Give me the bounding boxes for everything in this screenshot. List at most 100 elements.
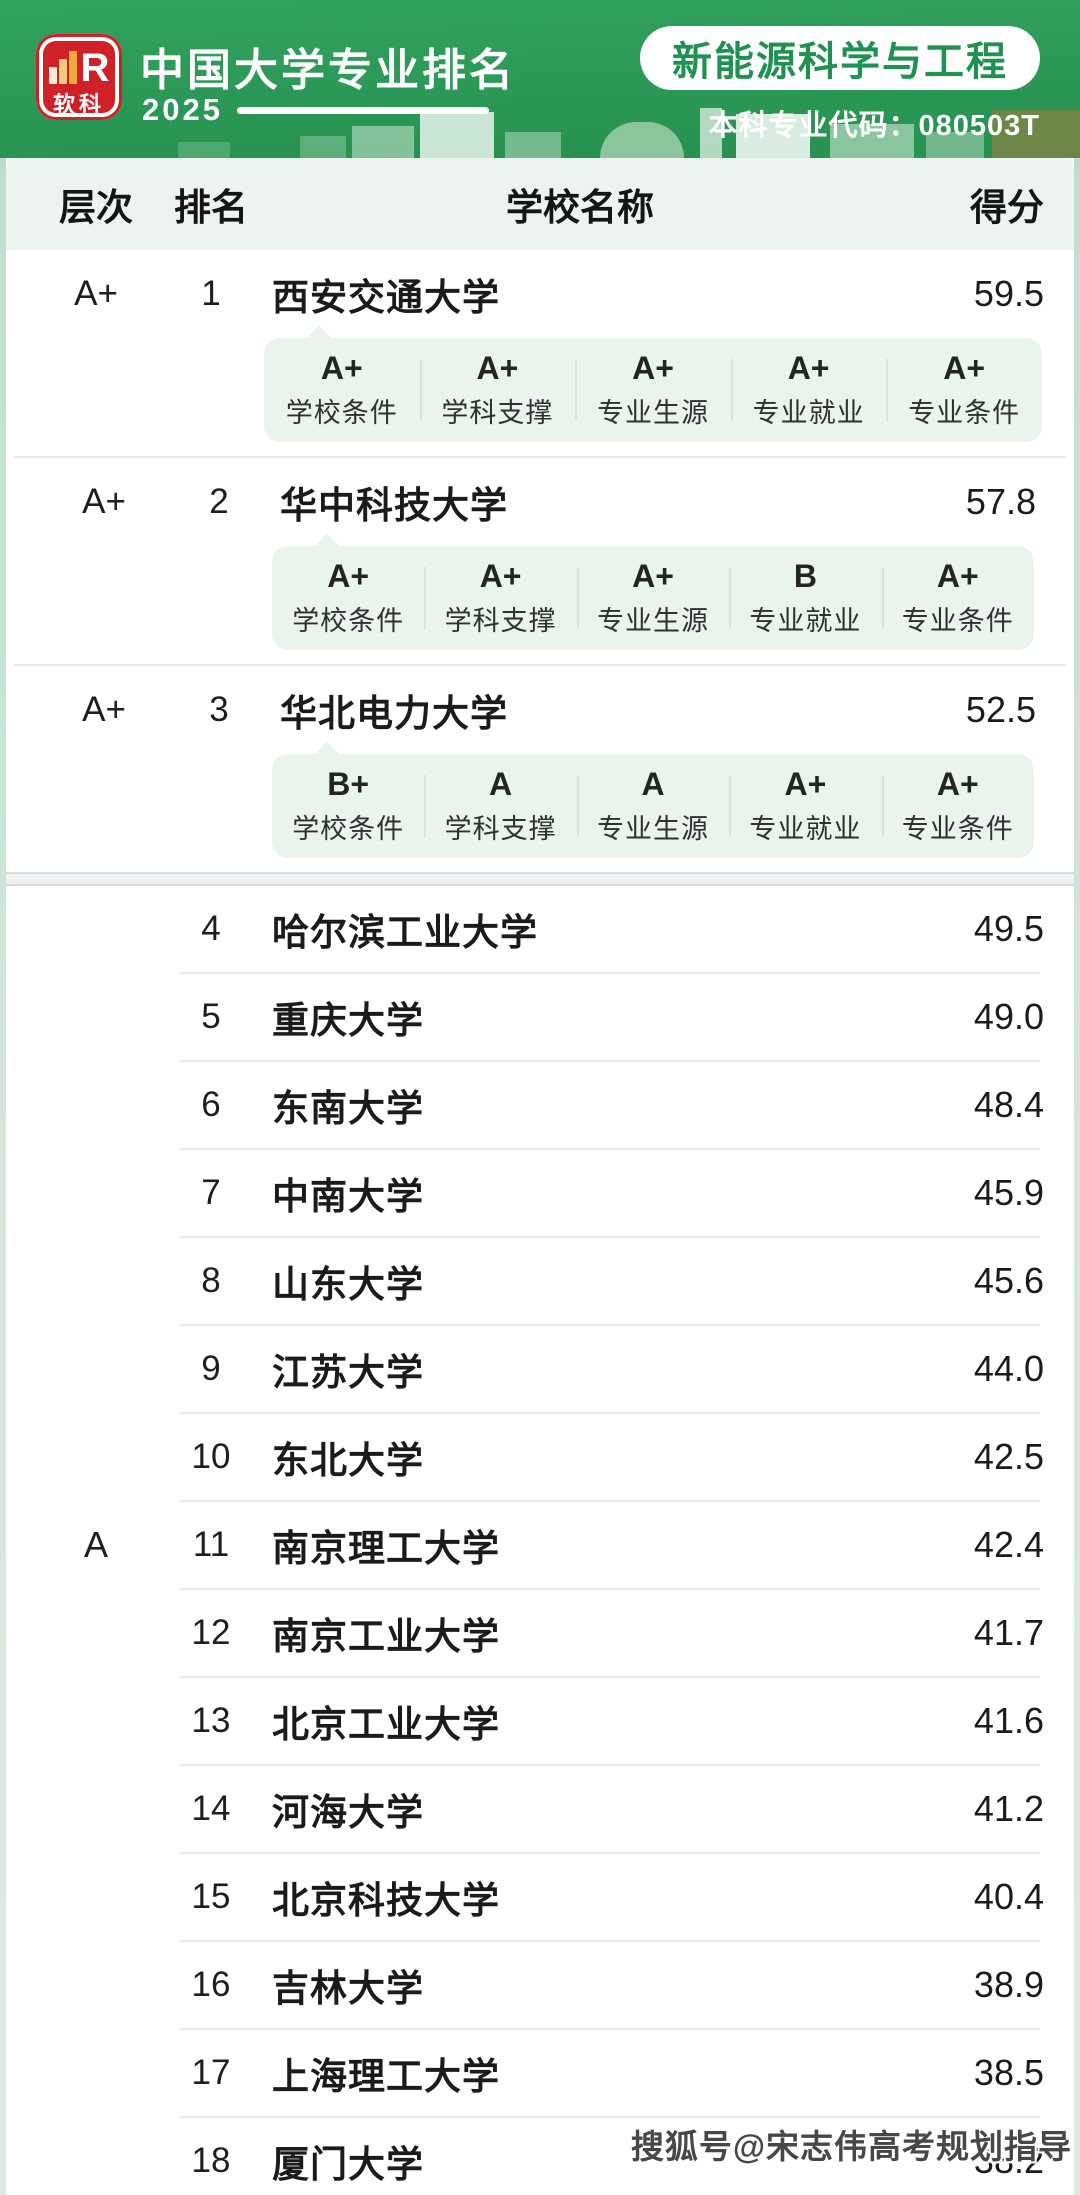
metric-cell: A+ 学校条件 <box>264 338 420 442</box>
column-header-school: 学校名称 <box>506 187 654 228</box>
table-row: 12 南京工业大学 41.7 <box>6 1590 1074 1676</box>
metric-cell: A+ 专业就业 <box>729 754 881 858</box>
school-name-cell: 山东大学 <box>272 1264 424 1305</box>
building-icon <box>926 132 984 158</box>
table-row: 4 哈尔滨工业大学 49.5 <box>6 886 1074 972</box>
table-row: 9 江苏大学 44.0 <box>6 1326 1074 1412</box>
major-code-value: 080503T <box>918 110 1040 142</box>
school-name-cell: 上海理工大学 <box>272 2056 500 2097</box>
table-row: 5 重庆大学 49.0 <box>6 974 1074 1060</box>
school-name-cell: 厦门大学 <box>272 2144 424 2185</box>
metric-grade: A+ <box>943 350 986 386</box>
school-name-cell: 北京科技大学 <box>272 1880 500 1921</box>
rank-cell: 18 <box>191 2141 231 2180</box>
school-name-cell: 南京理工大学 <box>272 1528 500 1569</box>
metric-badges-panel: B+ 学校条件 A 学科支撑 A 专业生源 A+ 专业就业 A+ 专业条件 <box>272 741 1034 858</box>
table-row: A+ 1 西安交通大学 59.5 <box>6 250 1074 338</box>
row-divider <box>180 1148 1040 1150</box>
metric-label: 学校条件 <box>292 606 405 636</box>
metric-badges-panel: A+ 学校条件 A+ 学科支撑 A+ 专业生源 B 专业就业 A+ 专业条件 <box>272 533 1034 650</box>
school-name-cell: 河海大学 <box>272 1792 424 1833</box>
table-row: 8 山东大学 45.6 <box>6 1238 1074 1324</box>
school-name-cell: 华中科技大学 <box>280 485 508 526</box>
building-icon <box>352 126 414 158</box>
metric-grade: A+ <box>476 350 519 386</box>
score-cell: 45.9 <box>973 1172 1044 1213</box>
metric-grade: A+ <box>320 350 363 386</box>
tier-label: A <box>83 1524 108 1565</box>
metric-label: 专业生源 <box>596 814 709 844</box>
table-row: 6 东南大学 48.4 <box>6 1062 1074 1148</box>
row-divider <box>180 1060 1040 1062</box>
metric-cell: A+ 专业就业 <box>730 338 887 442</box>
score-cell: 44.0 <box>973 1348 1044 1389</box>
row-divider <box>180 2028 1040 2030</box>
row-divider <box>180 1940 1040 1942</box>
tier-section-divider <box>6 872 1074 886</box>
metric-cell: A+ 专业条件 <box>881 546 1034 650</box>
header-banner: R 软科 中国大学专业排名 2025 新能源科学与工程 本科专业代码：08050… <box>0 0 1080 158</box>
watermark: 搜狐号@宋志伟高考规划指导 <box>630 2128 1072 2165</box>
building-icon <box>178 142 230 158</box>
building-icon <box>300 136 346 158</box>
table-row: 14 河海大学 41.2 <box>6 1766 1074 1852</box>
metric-grade: A+ <box>632 350 674 386</box>
score-cell: 42.5 <box>973 1436 1044 1477</box>
ranking-title: 中国大学专业排名 <box>140 46 516 95</box>
metric-badges-panel: A+ 学校条件 A+ 学科支撑 A+ 专业生源 A+ 专业就业 A+ 专业条件 <box>264 325 1042 442</box>
major-name-pill: 新能源科学与工程 <box>640 26 1040 90</box>
table-row: A+ 3 华北电力大学 52.5 <box>14 666 1066 754</box>
tier-section-A+: A+ 1 西安交通大学 59.5 A+ 学校条件 A+ 学科支撑 A+ 专业生源 A+ 专业就业 A+ 专… <box>6 250 1074 858</box>
row-divider <box>180 1236 1040 1238</box>
row-divider <box>180 1852 1040 1854</box>
table-row: 17 上海理工大学 38.5 <box>6 2030 1074 2116</box>
page-edge-right <box>1074 158 1080 2195</box>
tier-cell: A+ <box>74 274 118 313</box>
score-cell: 41.2 <box>973 1788 1044 1829</box>
table-row: 16 吉林大学 38.9 <box>6 1942 1074 2028</box>
table-row: 13 北京工业大学 41.6 <box>6 1678 1074 1764</box>
row-divider <box>180 1324 1040 1326</box>
metric-grade: A+ <box>479 558 522 594</box>
metric-label: 学校条件 <box>285 398 398 428</box>
score-cell: 38.2 <box>973 2140 1044 2181</box>
score-cell: 38.9 <box>973 1964 1044 2005</box>
row-divider <box>180 1588 1040 1590</box>
school-name-cell: 中南大学 <box>272 1176 424 1217</box>
rank-cell: 7 <box>201 1173 221 1212</box>
table-header-row: 层次 排名 学校名称 得分 <box>6 158 1074 250</box>
metric-label: 专业条件 <box>908 398 1021 428</box>
table-row: 7 中南大学 45.9 <box>6 1150 1074 1236</box>
rank-cell: 16 <box>191 1965 231 2004</box>
score-cell: 49.0 <box>973 996 1044 1037</box>
rank-cell: 17 <box>191 2053 231 2092</box>
metric-cell: A 学科支撑 <box>424 754 576 858</box>
table-row: 10 东北大学 42.5 <box>6 1414 1074 1500</box>
campus-skyline <box>0 98 1080 158</box>
metric-cell: A+ 专业生源 <box>576 546 729 650</box>
row-divider <box>180 1500 1040 1502</box>
metric-label: 学校条件 <box>292 814 405 844</box>
ranking-block: A+ 1 西安交通大学 59.5 A+ 学校条件 A+ 学科支撑 A+ 专业生源 A+ 专业就业 A+ 专… <box>6 250 1074 442</box>
rank-cell: 15 <box>191 1877 231 1916</box>
rank-cell: 9 <box>201 1349 221 1388</box>
school-name-cell: 哈尔滨工业大学 <box>272 912 538 953</box>
rank-cell: 12 <box>191 1613 231 1652</box>
table-row: 15 北京科技大学 40.4 <box>6 1854 1074 1940</box>
building-icon <box>420 112 494 158</box>
ruanke-logo: R 软科 <box>36 34 122 120</box>
score-cell: 42.4 <box>973 1524 1044 1565</box>
score-cell: 38.5 <box>973 2052 1044 2093</box>
major-code-row: 本科专业代码：080503T <box>708 102 1040 144</box>
metric-label: 专业条件 <box>901 814 1014 844</box>
metric-cell: A+ 学科支撑 <box>424 546 576 650</box>
metric-cell: A+ 学科支撑 <box>419 338 576 442</box>
column-header-score: 得分 <box>970 187 1044 228</box>
metric-label: 专业就业 <box>752 398 865 428</box>
metric-cell: A 专业生源 <box>576 754 729 858</box>
score-cell: 59.5 <box>973 273 1044 314</box>
school-name-cell: 东北大学 <box>272 1440 424 1481</box>
score-cell: 49.5 <box>973 908 1044 949</box>
school-name-cell: 北京工业大学 <box>272 1704 500 1745</box>
